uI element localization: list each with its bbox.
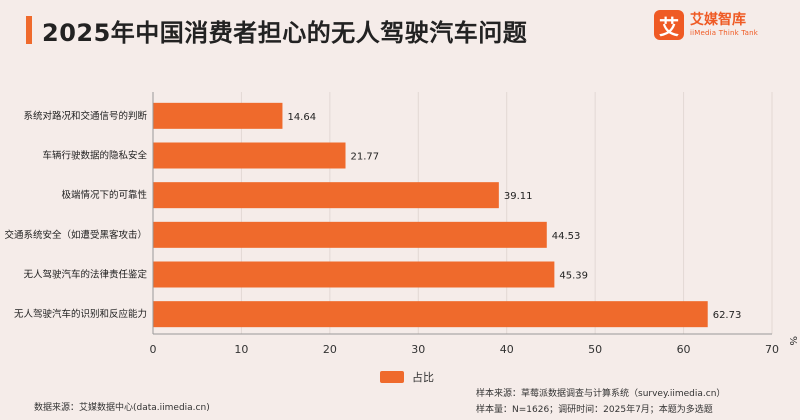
x-tick-label: 50 (588, 343, 602, 356)
x-tick-label: 10 (234, 343, 248, 356)
category-label: 极端情况下的可靠性 (61, 189, 147, 201)
x-tick-label: 0 (150, 343, 157, 356)
bar-value-label: 62.73 (713, 310, 742, 321)
x-tick-label: 30 (411, 343, 425, 356)
sample-notes: 样本来源：草莓派数据调查与计算系统（survey.iimedia.cn） 样本量… (476, 386, 725, 418)
x-tick-label: 70 (765, 343, 779, 356)
bar (153, 142, 346, 169)
logo-icon: 艾 (653, 10, 684, 40)
bar (153, 102, 283, 129)
category-label: 系统对路况和交通信号的判断 (23, 110, 147, 122)
brand-logo: 艾 艾媒智库 iiMedia Think Tank (653, 10, 758, 40)
bar-value-label: 14.64 (287, 112, 316, 123)
category-label: 交通系统安全（如遭受黑客攻击） (4, 229, 147, 241)
data-source: 数据来源：艾媒数据中心(data.iimedia.cn) (34, 403, 210, 413)
bar (153, 261, 555, 288)
bar-value-label: 21.77 (351, 152, 380, 163)
legend-label: 占比 (412, 371, 434, 384)
unit-label: % (787, 336, 798, 346)
bar-value-label: 45.39 (559, 271, 588, 282)
logo-subtitle: iiMedia Think Tank (689, 29, 758, 37)
bar (153, 301, 708, 328)
logo-name: 艾媒智库 (689, 12, 746, 28)
category-label: 车辆行驶数据的隐私安全 (42, 150, 147, 162)
page-title: 2025年中国消费者担心的无人驾驶汽车问题 (42, 19, 528, 47)
category-label: 无人驾驶汽车的识别和反应能力 (14, 308, 147, 320)
bar (153, 221, 547, 248)
x-tick-label: 20 (323, 343, 337, 356)
bar (153, 182, 499, 209)
legend-swatch (380, 371, 404, 383)
sample-source: 样本来源：草莓派数据调查与计算系统（survey.iimedia.cn） (476, 389, 726, 399)
sample-info: 样本量：N=1626；调研时间：2025年7月；本题为多选题 (476, 405, 713, 415)
x-tick-label: 60 (677, 343, 691, 356)
bar-value-label: 44.53 (552, 231, 581, 242)
x-tick-label: 40 (500, 343, 514, 356)
category-label: 无人驾驶汽车的法律责任鉴定 (23, 269, 147, 281)
title-accent-bar (26, 16, 32, 44)
bar-value-label: 39.11 (504, 191, 533, 202)
chart-legend: 占比 (380, 369, 434, 385)
logo-text: 艾媒智库 iiMedia Think Tank (690, 13, 758, 37)
